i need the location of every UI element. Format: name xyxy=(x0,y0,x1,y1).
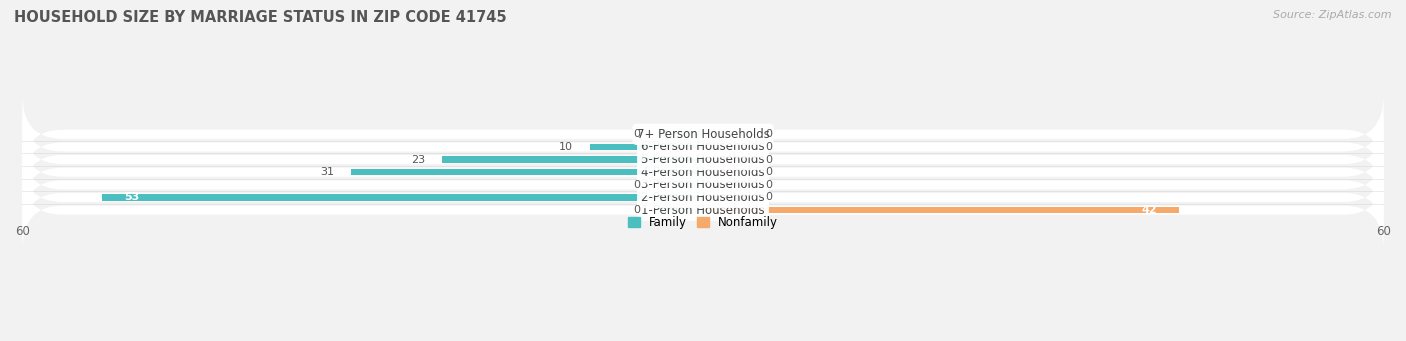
FancyBboxPatch shape xyxy=(22,107,1384,187)
Bar xyxy=(703,169,748,176)
Bar xyxy=(101,194,703,201)
Text: HOUSEHOLD SIZE BY MARRIAGE STATUS IN ZIP CODE 41745: HOUSEHOLD SIZE BY MARRIAGE STATUS IN ZIP… xyxy=(14,10,506,25)
Text: 2-Person Households: 2-Person Households xyxy=(641,191,765,204)
Bar xyxy=(658,131,703,137)
Bar xyxy=(589,144,703,150)
Bar xyxy=(658,207,703,213)
Text: 0: 0 xyxy=(765,192,772,203)
Text: 0: 0 xyxy=(765,180,772,190)
FancyBboxPatch shape xyxy=(22,133,1384,212)
Legend: Family, Nonfamily: Family, Nonfamily xyxy=(623,211,783,234)
Text: 4-Person Households: 4-Person Households xyxy=(641,166,765,179)
Text: 0: 0 xyxy=(634,205,641,215)
FancyBboxPatch shape xyxy=(22,158,1384,237)
Text: 5-Person Households: 5-Person Households xyxy=(641,153,765,166)
Text: 7+ Person Households: 7+ Person Households xyxy=(637,128,769,141)
Bar xyxy=(703,131,748,137)
Text: 0: 0 xyxy=(765,154,772,165)
Bar xyxy=(352,169,703,176)
FancyBboxPatch shape xyxy=(22,94,1384,174)
Text: 53: 53 xyxy=(125,192,139,203)
Text: 0: 0 xyxy=(765,167,772,177)
Text: 42: 42 xyxy=(1142,205,1157,215)
Text: 1-Person Households: 1-Person Households xyxy=(641,204,765,217)
Text: Source: ZipAtlas.com: Source: ZipAtlas.com xyxy=(1274,10,1392,20)
Bar xyxy=(703,156,748,163)
Text: 0: 0 xyxy=(634,129,641,139)
Bar xyxy=(658,181,703,188)
Text: 3-Person Households: 3-Person Households xyxy=(641,178,765,191)
Text: 0: 0 xyxy=(765,129,772,139)
Text: 10: 10 xyxy=(558,142,572,152)
FancyBboxPatch shape xyxy=(22,145,1384,224)
Text: 0: 0 xyxy=(634,180,641,190)
Text: 6-Person Households: 6-Person Households xyxy=(641,140,765,153)
Text: 31: 31 xyxy=(321,167,335,177)
Text: 0: 0 xyxy=(765,142,772,152)
Bar xyxy=(703,144,748,150)
Text: 23: 23 xyxy=(411,154,425,165)
Bar xyxy=(441,156,703,163)
FancyBboxPatch shape xyxy=(22,120,1384,199)
FancyBboxPatch shape xyxy=(22,170,1384,250)
Bar xyxy=(703,207,1180,213)
Bar xyxy=(703,181,748,188)
Bar xyxy=(703,194,748,201)
